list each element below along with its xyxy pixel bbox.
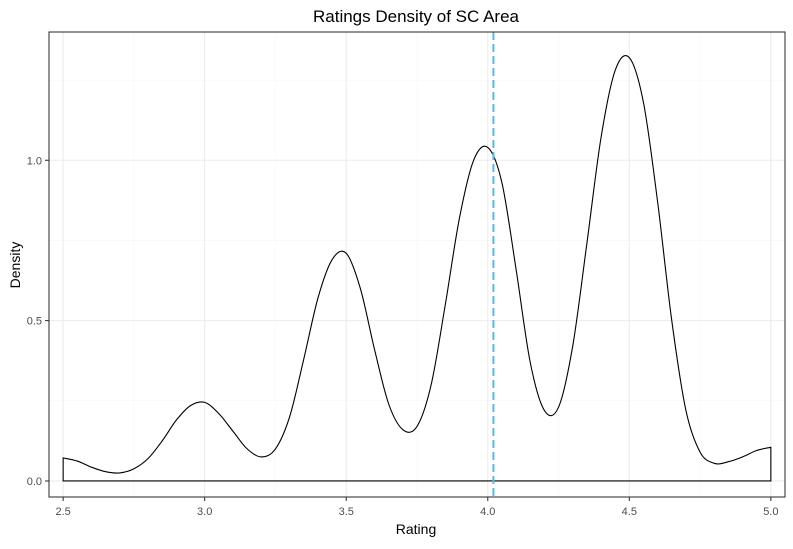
x-tick-label: 5.0	[763, 506, 778, 518]
x-axis-label: Rating	[396, 521, 436, 537]
x-tick-label: 3.0	[197, 506, 212, 518]
y-tick-label: 0.5	[27, 316, 42, 328]
x-tick-label: 3.5	[339, 506, 354, 518]
chart-title: Ratings Density of SC Area	[313, 7, 520, 26]
x-tick-label: 2.5	[56, 506, 71, 518]
x-tick-label: 4.0	[480, 506, 495, 518]
data-layer	[62, 32, 772, 497]
y-tick-label: 1.0	[27, 155, 42, 167]
grid-layer	[49, 32, 785, 497]
panel-border	[48, 31, 786, 498]
axis-layer: 2.5 3.0 3.5 4.0 4.5 5.0 0.0 0.5 1.0	[27, 31, 786, 518]
y-axis-label: Density	[7, 242, 23, 289]
density-curve	[62, 54, 772, 482]
y-tick-label: 0.0	[27, 476, 42, 488]
x-tick-label: 4.5	[622, 506, 637, 518]
